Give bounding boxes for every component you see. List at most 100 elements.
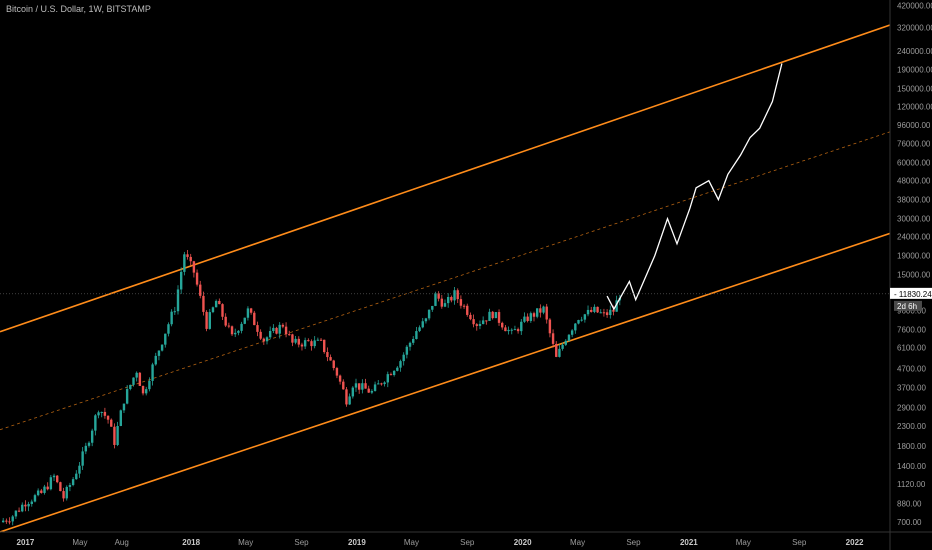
candle-body bbox=[380, 383, 383, 385]
x-tick-label: Sep bbox=[626, 538, 641, 547]
candle-body bbox=[399, 361, 402, 368]
candle-body bbox=[472, 319, 475, 325]
candle-body bbox=[485, 320, 488, 322]
y-tick-label: 320000.00 bbox=[897, 24, 932, 33]
candle-body bbox=[284, 326, 288, 335]
candle-body bbox=[170, 311, 173, 325]
candle-body bbox=[116, 425, 119, 445]
candle-body bbox=[272, 327, 275, 332]
candle-body bbox=[590, 309, 593, 312]
candle-body bbox=[237, 330, 240, 333]
candle-body bbox=[402, 354, 405, 362]
candle-body bbox=[224, 316, 227, 326]
candle-body bbox=[275, 327, 278, 334]
candle-body bbox=[497, 312, 501, 323]
candle-body bbox=[154, 355, 157, 365]
candle-body bbox=[475, 324, 478, 326]
y-tick-label: 24000.00 bbox=[897, 233, 931, 242]
candle-body bbox=[319, 339, 323, 341]
candle-body bbox=[389, 374, 393, 376]
candle-body bbox=[151, 364, 154, 381]
candle-body bbox=[577, 320, 580, 324]
candle-body bbox=[513, 329, 517, 331]
candle-body bbox=[386, 374, 389, 383]
candle-body bbox=[488, 311, 491, 321]
candle-body bbox=[179, 271, 183, 290]
candle-body bbox=[243, 317, 246, 324]
candle-body bbox=[227, 325, 231, 327]
candle-body bbox=[307, 340, 310, 342]
candle-body bbox=[335, 368, 339, 376]
x-tick-label: Aug bbox=[115, 538, 129, 547]
candle-body bbox=[103, 411, 107, 416]
candle-body bbox=[456, 290, 459, 300]
candle-body bbox=[405, 346, 409, 355]
candle-body bbox=[481, 320, 485, 324]
candle-body bbox=[535, 308, 539, 317]
candle-body bbox=[214, 300, 218, 308]
candle-body bbox=[17, 510, 21, 512]
last-price-label: - 11830.24 bbox=[894, 290, 932, 299]
candle-body bbox=[65, 486, 68, 499]
candle-body bbox=[122, 403, 126, 411]
candle-body bbox=[208, 312, 211, 329]
candle-body bbox=[303, 340, 307, 347]
candle-body bbox=[1, 520, 5, 523]
candle-body bbox=[431, 305, 434, 310]
candle-body bbox=[501, 322, 504, 328]
channel-upper-line bbox=[0, 24, 891, 333]
candle-body bbox=[14, 510, 18, 517]
candle-body bbox=[87, 442, 91, 446]
candle-body bbox=[361, 383, 364, 390]
candle-body bbox=[167, 324, 170, 334]
candle-body bbox=[555, 343, 558, 357]
candle-body bbox=[265, 337, 269, 342]
candle-body bbox=[548, 319, 552, 334]
candle-body bbox=[574, 323, 577, 331]
candle-body bbox=[189, 256, 192, 262]
y-tick-label: 2300.00 bbox=[897, 422, 926, 431]
y-tick-label: 4700.00 bbox=[897, 364, 926, 373]
candle-body bbox=[609, 309, 612, 316]
candle-body bbox=[259, 331, 262, 339]
candle-body bbox=[583, 314, 587, 320]
candle-body bbox=[141, 385, 145, 394]
candle-body bbox=[129, 384, 132, 389]
y-tick-label: 2900.00 bbox=[897, 403, 926, 412]
candle-body bbox=[157, 350, 161, 356]
candle-body bbox=[434, 293, 437, 306]
candle-body bbox=[173, 311, 177, 313]
candle-body bbox=[469, 314, 472, 320]
candle-body bbox=[192, 261, 196, 273]
candle-body bbox=[329, 357, 332, 361]
candle-body bbox=[478, 323, 482, 326]
candle-body bbox=[11, 516, 14, 522]
candle-body bbox=[342, 381, 345, 390]
candle-body bbox=[383, 382, 386, 385]
candle-body bbox=[427, 309, 431, 319]
y-tick-label: 6100.00 bbox=[897, 343, 926, 352]
candle-body bbox=[110, 419, 113, 427]
candle-body bbox=[71, 479, 75, 485]
y-tick-label: 96000.00 bbox=[897, 121, 931, 130]
candle-body bbox=[551, 333, 555, 344]
x-tick-label: 2019 bbox=[348, 538, 366, 547]
candle-body bbox=[415, 331, 418, 339]
candle-body bbox=[332, 360, 335, 369]
candle-body bbox=[202, 295, 205, 312]
candle-body bbox=[567, 334, 571, 341]
candle-body bbox=[211, 307, 215, 313]
candle-body bbox=[377, 383, 380, 385]
y-tick-label: 15000.00 bbox=[897, 271, 931, 280]
candle-body bbox=[262, 338, 266, 342]
candle-body bbox=[558, 348, 561, 357]
y-tick-label: 76000.00 bbox=[897, 140, 931, 149]
x-tick-label: May bbox=[570, 538, 585, 547]
candle-body bbox=[253, 312, 256, 326]
last-price-badge bbox=[890, 287, 932, 299]
candle-body bbox=[338, 375, 342, 382]
candle-body bbox=[437, 293, 440, 299]
